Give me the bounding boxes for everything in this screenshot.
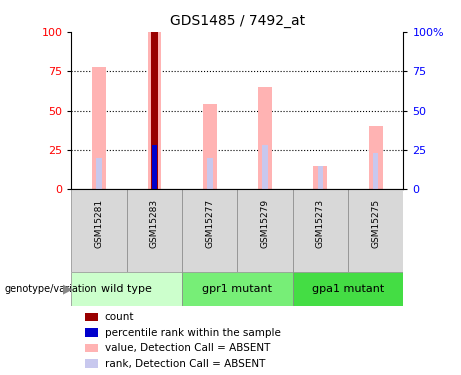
Bar [148, 32, 161, 189]
Text: rank, Detection Call = ABSENT: rank, Detection Call = ABSENT [105, 358, 265, 369]
Bar [258, 87, 272, 189]
Text: GSM15275: GSM15275 [371, 199, 380, 248]
Bar [237, 189, 293, 272]
Text: gpa1 mutant: gpa1 mutant [312, 284, 384, 294]
Text: GSM15273: GSM15273 [316, 199, 325, 248]
Text: GSM15283: GSM15283 [150, 199, 159, 248]
Text: GSM15277: GSM15277 [205, 199, 214, 248]
Bar [182, 189, 237, 272]
Bar [313, 166, 327, 189]
Bar [369, 126, 383, 189]
Text: value, Detection Call = ABSENT: value, Detection Call = ABSENT [105, 343, 270, 353]
Bar [85, 313, 98, 321]
Bar [96, 158, 102, 189]
Bar [373, 153, 378, 189]
Bar [92, 66, 106, 189]
Bar [151, 32, 158, 189]
Bar [152, 145, 157, 189]
Bar [71, 189, 127, 272]
Bar [85, 359, 98, 368]
Bar [203, 104, 217, 189]
Title: GDS1485 / 7492_at: GDS1485 / 7492_at [170, 14, 305, 28]
Bar [85, 344, 98, 352]
Text: gpr1 mutant: gpr1 mutant [202, 284, 272, 294]
Text: wild type: wild type [101, 284, 152, 294]
Bar [318, 166, 323, 189]
Bar [182, 272, 293, 306]
Bar [152, 145, 157, 189]
Text: count: count [105, 312, 134, 322]
Bar [71, 272, 182, 306]
Text: percentile rank within the sample: percentile rank within the sample [105, 328, 281, 338]
Bar [262, 145, 268, 189]
Text: genotype/variation: genotype/variation [5, 284, 97, 294]
Bar [207, 158, 213, 189]
Bar [85, 328, 98, 337]
Bar [293, 272, 403, 306]
Text: GSM15279: GSM15279 [260, 199, 270, 248]
Bar [127, 189, 182, 272]
Bar [348, 189, 403, 272]
Text: GSM15281: GSM15281 [95, 199, 104, 248]
Bar [293, 189, 348, 272]
Text: ▶: ▶ [64, 282, 73, 295]
